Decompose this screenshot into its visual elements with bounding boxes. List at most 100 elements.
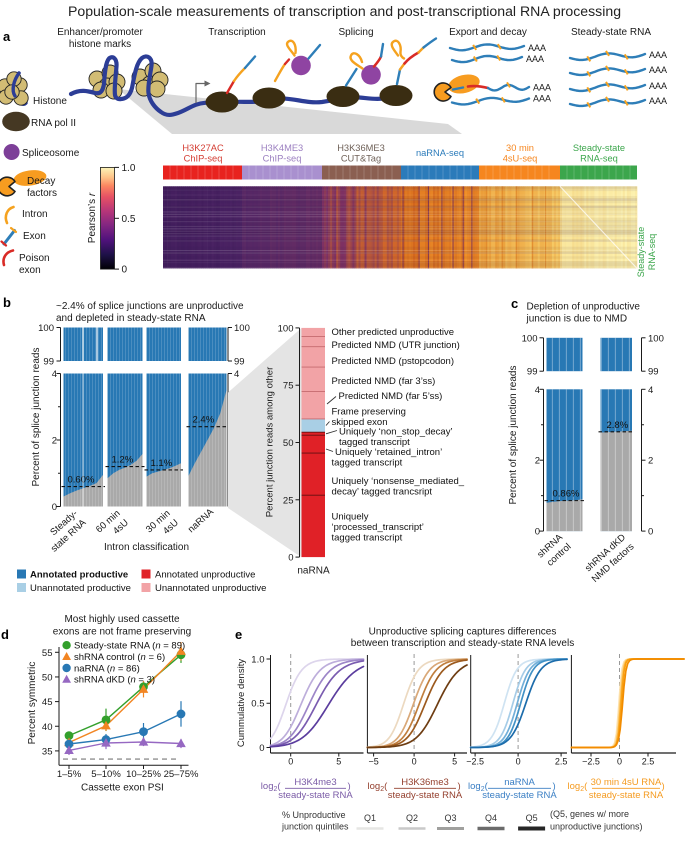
svg-text:0: 0 <box>52 502 57 513</box>
svg-text:35: 35 <box>42 746 53 757</box>
svg-text:steady-state RNA: steady-state RNA <box>278 790 353 801</box>
svg-text:1.0: 1.0 <box>122 163 136 174</box>
svg-text:H3K36me3: H3K36me3 <box>401 777 449 788</box>
svg-text:2.5: 2.5 <box>555 757 568 767</box>
svg-text:Pearson’s r: Pearson’s r <box>87 192 98 243</box>
svg-text:Other predicted unproductive: Other predicted unproductive <box>332 327 455 338</box>
svg-text:steady-state RNA: steady-state RNA <box>388 790 463 801</box>
svg-text:Depletion of unproductive: Depletion of unproductive <box>527 302 641 313</box>
svg-text:Annotated productive: Annotated productive <box>30 570 128 581</box>
svg-text:H3K36ME3: H3K36ME3 <box>337 143 385 153</box>
svg-text:100: 100 <box>234 323 250 334</box>
svg-text:Percent symmetric: Percent symmetric <box>27 662 38 745</box>
svg-text:RNA-seq: RNA-seq <box>580 154 618 164</box>
svg-text:Predicted NMD (far 3’ss): Predicted NMD (far 3’ss) <box>332 376 436 387</box>
svg-text:−2.5: −2.5 <box>466 757 484 767</box>
svg-text:Spliceosome: Spliceosome <box>22 148 80 159</box>
svg-text:Steady-state: Steady-state <box>636 227 646 278</box>
svg-text:Exon: Exon <box>23 231 46 242</box>
svg-text:AAA: AAA <box>649 81 667 91</box>
svg-text:Unannotated productive: Unannotated productive <box>30 583 131 594</box>
svg-text:5–10%: 5–10% <box>91 769 121 780</box>
svg-text:0.5: 0.5 <box>251 699 264 710</box>
svg-text:100: 100 <box>278 323 294 334</box>
svg-text:Percent of splice junction rea: Percent of splice junction reads <box>31 348 42 487</box>
svg-text:AAA: AAA <box>528 43 546 53</box>
svg-text:2.4%: 2.4% <box>193 415 215 426</box>
svg-text:skipped exon: skipped exon <box>332 417 388 428</box>
svg-text:CUT&Tag: CUT&Tag <box>341 154 381 164</box>
svg-text:Transcription: Transcription <box>208 27 265 38</box>
svg-text:and depleted in steady-state R: and depleted in steady-state RNA <box>56 313 206 324</box>
svg-text:Decay: Decay <box>27 176 55 187</box>
svg-text:45: 45 <box>42 697 53 708</box>
svg-text:Cassette exon PSI: Cassette exon PSI <box>81 783 164 794</box>
svg-text:% Unproductive: % Unproductive <box>282 810 346 820</box>
svg-text:histone marks: histone marks <box>69 39 131 50</box>
svg-text:4sU-seq: 4sU-seq <box>503 154 538 164</box>
svg-text:Splicing: Splicing <box>338 27 373 38</box>
svg-text:naRNA (n = 86): naRNA (n = 86) <box>74 663 140 674</box>
svg-text:30 min: 30 min <box>506 143 534 153</box>
svg-text:between transcription and stea: between transcription and steady-state R… <box>351 638 574 649</box>
svg-text:Uniquely ‘retained_intron’: Uniquely ‘retained_intron’ <box>335 447 442 458</box>
svg-text:AAA: AAA <box>649 96 667 106</box>
svg-text:−2.5: −2.5 <box>582 757 600 767</box>
svg-text:0.5: 0.5 <box>122 214 136 225</box>
svg-text:steady-state RNA: steady-state RNA <box>589 790 664 801</box>
svg-text:Most highly used cassette: Most highly used cassette <box>64 614 179 625</box>
svg-text:50: 50 <box>283 438 294 449</box>
svg-text:Uniquely: Uniquely <box>332 512 369 523</box>
svg-text:Enhancer/promoter: Enhancer/promoter <box>57 27 143 38</box>
svg-text:1.1%: 1.1% <box>151 458 173 469</box>
svg-text:4: 4 <box>648 385 653 396</box>
svg-text:Predicted NMD (pstopcodon): Predicted NMD (pstopcodon) <box>332 356 455 367</box>
svg-text:2.8%: 2.8% <box>607 420 629 431</box>
svg-text:Q5: Q5 <box>526 813 538 823</box>
svg-text:Histone: Histone <box>33 96 67 107</box>
svg-text:factors: factors <box>27 188 57 199</box>
svg-text:0: 0 <box>648 527 653 538</box>
svg-text:Percent of splice junction rea: Percent of splice junction reads <box>508 366 519 505</box>
svg-text:2: 2 <box>535 456 540 467</box>
svg-text:100: 100 <box>38 323 54 334</box>
svg-text:1.0: 1.0 <box>251 654 264 665</box>
svg-text:~2.4% of splice junctions are: ~2.4% of splice junctions are unproducti… <box>56 301 244 312</box>
svg-text:Q3: Q3 <box>444 813 456 823</box>
svg-text:): ) <box>662 781 665 792</box>
svg-text:0: 0 <box>617 757 622 767</box>
svg-text:Percent junction reads among o: Percent junction reads among other <box>265 367 276 518</box>
svg-text:e: e <box>235 627 242 642</box>
svg-text:40: 40 <box>42 722 53 733</box>
svg-text:0.86%: 0.86% <box>553 489 580 500</box>
svg-text:Q1: Q1 <box>364 813 376 823</box>
svg-text:100: 100 <box>522 333 538 344</box>
svg-text:RNA-seq: RNA-seq <box>647 234 657 271</box>
svg-text:Steady-state RNA (n = 89): Steady-state RNA (n = 89) <box>74 641 185 652</box>
svg-text:0: 0 <box>516 757 521 767</box>
svg-text:25: 25 <box>283 495 294 506</box>
svg-text:99: 99 <box>234 357 245 368</box>
svg-text:0: 0 <box>259 743 264 754</box>
svg-text:ChIP-seq: ChIP-seq <box>184 154 223 164</box>
svg-text:5: 5 <box>336 757 341 767</box>
svg-text:Unproductive splicing captures: Unproductive splicing captures differenc… <box>369 627 557 638</box>
svg-text:exons are not frame preserving: exons are not frame preserving <box>53 627 191 638</box>
svg-text:junction is due to NMD: junction is due to NMD <box>526 314 628 325</box>
svg-text:tagged transcript: tagged transcript <box>332 458 403 469</box>
svg-text:Frame preserving: Frame preserving <box>332 407 406 418</box>
svg-text:30 min 4sU RNA: 30 min 4sU RNA <box>591 777 662 788</box>
svg-text:b: b <box>3 295 11 310</box>
svg-text:Steady-state: Steady-state <box>573 143 625 153</box>
svg-text:0: 0 <box>412 757 417 767</box>
svg-text:Q4: Q4 <box>485 813 497 823</box>
svg-text:ChIP-seq: ChIP-seq <box>263 154 302 164</box>
svg-text:0.60%: 0.60% <box>68 475 95 486</box>
svg-text:1.2%: 1.2% <box>112 455 134 466</box>
svg-text:decay’ tagged trancsript: decay’ tagged trancsript <box>332 487 433 498</box>
svg-text:Q2: Q2 <box>406 813 418 823</box>
svg-text:75: 75 <box>283 381 294 392</box>
svg-text:H3K27AC: H3K27AC <box>182 143 224 153</box>
svg-text:Predicted NMD (far 5’ss): Predicted NMD (far 5’ss) <box>339 391 443 402</box>
svg-text:50: 50 <box>42 672 53 683</box>
